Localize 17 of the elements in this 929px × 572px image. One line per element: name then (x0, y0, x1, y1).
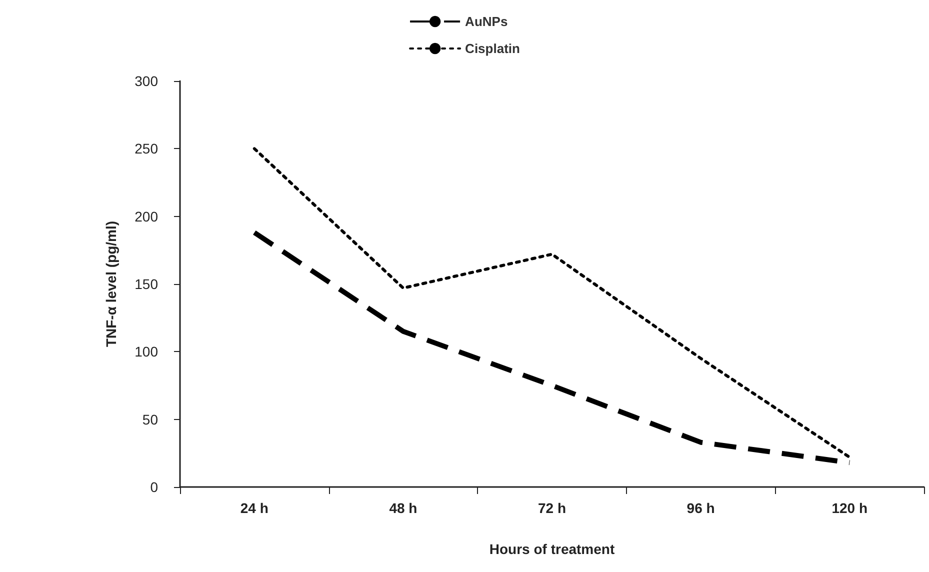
x-tick-label: 24 h (240, 500, 268, 516)
y-tick-label: 300 (134, 73, 158, 89)
x-tick-label: 48 h (389, 500, 418, 516)
y-axis-title: TNF-α level (pg/ml) (103, 220, 119, 348)
y-tick-label: 50 (142, 411, 158, 428)
y-tick-label: 100 (134, 344, 158, 360)
y-tick-label: 200 (134, 208, 158, 224)
y-tick-label: 250 (134, 140, 158, 157)
x-tick-label: 72 h (538, 500, 566, 516)
y-tick-label: 0 (150, 479, 158, 495)
line-series (252, 147, 852, 459)
legend-label: Cisplatin (465, 41, 520, 56)
legend-label: AuNPs (465, 14, 508, 29)
x-tick-label: 120 h (832, 500, 868, 516)
x-axis-title: Hours of treatment (489, 541, 615, 557)
y-tick-label: 150 (134, 276, 158, 292)
x-tick-label: 96 h (686, 500, 715, 516)
